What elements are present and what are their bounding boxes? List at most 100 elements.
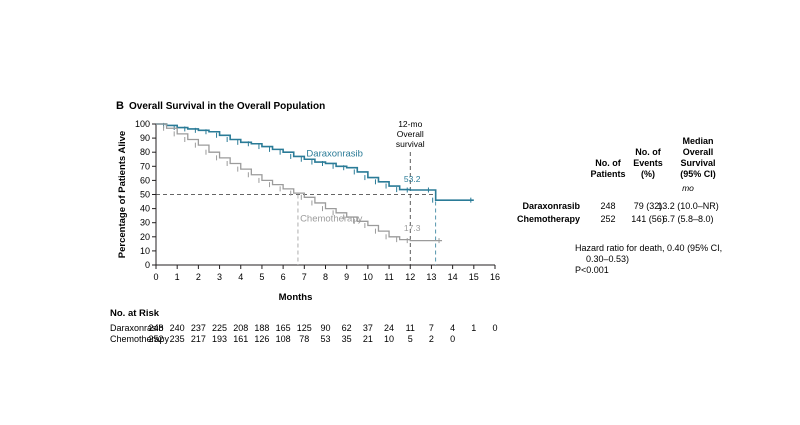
y-tick-label: 0 (145, 260, 150, 270)
x-tick-label: 2 (196, 272, 201, 282)
at-risk-value: 217 (191, 334, 206, 344)
at-risk-value: 5 (408, 334, 413, 344)
at-risk-value: 237 (191, 323, 206, 333)
x-axis-label: Months (279, 292, 313, 303)
table-header: Overall (683, 147, 714, 157)
at-risk-value: 0 (492, 323, 497, 333)
table-header: Patients (590, 169, 625, 179)
at-risk-value: 208 (233, 323, 248, 333)
x-tick-label: 6 (281, 272, 286, 282)
at-risk-value: 125 (297, 323, 312, 333)
at-risk-value: 248 (148, 323, 163, 333)
x-tick-label: 3 (217, 272, 222, 282)
y-tick-label: 30 (140, 218, 150, 228)
chemotherapy-12mo-value: 17.3 (404, 223, 421, 233)
at-risk-value: 90 (320, 323, 330, 333)
at-risk-value: 10 (384, 334, 394, 344)
y-tick-label: 40 (140, 204, 150, 214)
at-risk-row-name: Chemotherapy (110, 334, 170, 344)
at-risk-value: 0 (450, 334, 455, 344)
table-events: 141 (56) (631, 214, 665, 224)
y-tick-label: 70 (140, 161, 150, 171)
x-tick-label: 14 (448, 272, 458, 282)
y-tick-label: 10 (140, 246, 150, 256)
hazard-ratio-text: 0.30–0.53) (586, 254, 629, 264)
at-risk-value: 62 (342, 323, 352, 333)
at-risk-value: 35 (342, 334, 352, 344)
table-median: 13.2 (10.0–NR) (657, 201, 719, 211)
at-risk-value: 108 (276, 334, 291, 344)
at-risk-value: 21 (363, 334, 373, 344)
at-risk-value: 7 (429, 323, 434, 333)
at-risk-value: 11 (406, 323, 415, 333)
x-tick-label: 4 (238, 272, 243, 282)
x-tick-label: 9 (344, 272, 349, 282)
hazard-ratio-text: P<0.001 (575, 265, 609, 275)
table-header: Events (633, 158, 663, 168)
y-axis-label: Percentage of Patients Alive (117, 131, 128, 258)
at-risk-value: 53 (320, 334, 330, 344)
y-tick-label: 100 (135, 119, 150, 129)
at-risk-value: 126 (254, 334, 269, 344)
at-risk-value: 240 (170, 323, 185, 333)
table-header: (%) (641, 169, 655, 179)
x-tick-label: 5 (259, 272, 264, 282)
daraxonrasib-curve (156, 123, 474, 201)
table-header: Survival (680, 158, 715, 168)
table-header: (95% CI) (680, 169, 716, 179)
y-tick-label: 80 (140, 147, 150, 157)
x-tick-label: 11 (384, 272, 393, 282)
at-risk-value: 165 (276, 323, 291, 333)
x-tick-label: 1 (175, 272, 180, 282)
at-risk-value: 235 (170, 334, 185, 344)
x-tick-label: 7 (302, 272, 307, 282)
table-patients: 252 (600, 214, 615, 224)
table-events: 79 (32) (634, 201, 663, 211)
table-row-name: Daraxonrasib (522, 201, 580, 211)
at-risk-value: 188 (254, 323, 269, 333)
at-risk-value: 37 (363, 323, 373, 333)
x-tick-label: 12 (405, 272, 415, 282)
twelve-month-label: survival (396, 139, 425, 149)
panel-letter: B (116, 100, 124, 112)
x-tick-label: 8 (323, 272, 328, 282)
at-risk-value: 4 (450, 323, 455, 333)
at-risk-value: 78 (299, 334, 309, 344)
table-patients: 248 (600, 201, 615, 211)
at-risk-value: 1 (471, 323, 476, 333)
y-tick-label: 90 (140, 133, 150, 143)
y-tick-label: 60 (140, 175, 150, 185)
chemotherapy-curve-label: Chemotherapy (300, 213, 363, 224)
hazard-ratio-text: Hazard ratio for death, 0.40 (95% CI, (575, 243, 722, 253)
y-tick-label: 50 (140, 190, 150, 200)
table-median: 6.7 (5.8–8.0) (662, 214, 713, 224)
at-risk-value: 193 (212, 334, 227, 344)
at-risk-value: 2 (429, 334, 434, 344)
y-tick-label: 20 (140, 232, 150, 242)
table-row-name: Chemotherapy (517, 214, 580, 224)
at-risk-value: 252 (148, 334, 163, 344)
x-tick-label: 10 (363, 272, 373, 282)
table-header: Median (682, 136, 713, 146)
twelve-month-label: Overall (397, 129, 424, 139)
daraxonrasib-curve-label: Daraxonrasib (306, 148, 363, 159)
x-tick-label: 16 (490, 272, 500, 282)
twelve-month-label: 12-mo (398, 119, 422, 129)
x-tick-label: 15 (469, 272, 479, 282)
x-tick-label: 0 (153, 272, 158, 282)
table-header: No. of (595, 158, 621, 168)
at-risk-row-name: Daraxonrasib (110, 323, 164, 333)
at-risk-value: 24 (384, 323, 394, 333)
at-risk-title: No. at Risk (110, 308, 160, 319)
daraxonrasib-12mo-value: 53.2 (404, 174, 421, 184)
at-risk-value: 225 (212, 323, 227, 333)
at-risk-value: 161 (233, 334, 248, 344)
panel-title: Overall Survival in the Overall Populati… (129, 101, 325, 112)
unit-label: mo (682, 183, 694, 193)
x-tick-label: 13 (426, 272, 436, 282)
chemotherapy-curve (156, 123, 443, 242)
table-header: No. of (635, 147, 661, 157)
